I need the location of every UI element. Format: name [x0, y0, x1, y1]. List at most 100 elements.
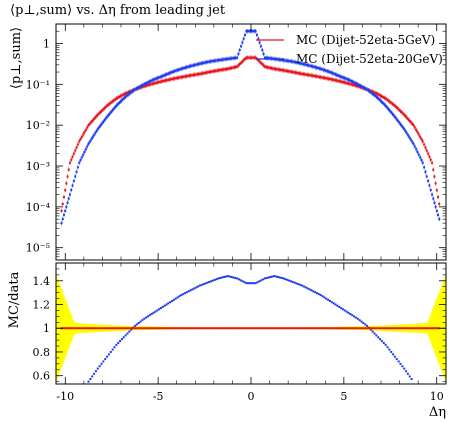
data-point: [174, 297, 177, 300]
data-point: [87, 327, 90, 330]
data-point: [431, 327, 434, 330]
data-point: [200, 327, 203, 330]
data-point: [319, 294, 322, 297]
data-point: [349, 313, 352, 316]
data-point: [228, 275, 231, 278]
data-point: [115, 327, 118, 330]
data-point: [345, 327, 348, 330]
data-point: [354, 316, 357, 319]
data-point: [332, 327, 335, 330]
data-point: [377, 327, 380, 330]
data-point: [395, 358, 398, 361]
data-point: [304, 286, 307, 289]
data-point: [288, 327, 291, 330]
data-point: [243, 281, 246, 284]
data-point: [386, 346, 389, 349]
data-point: [107, 327, 110, 330]
data-point: [204, 282, 207, 285]
data-point: [224, 327, 227, 330]
ratio-series-red: [60, 327, 440, 330]
data-point: [239, 279, 242, 282]
data-point: [130, 327, 133, 330]
data-point: [406, 372, 409, 375]
data-point: [135, 327, 138, 330]
data-point: [182, 327, 185, 330]
data-point: [275, 327, 278, 330]
ratio-plot-area: [56, 273, 446, 383]
x-axis: -10 -5 0 5 10: [56, 263, 444, 403]
data-point: [78, 327, 81, 330]
data-point: [343, 327, 346, 330]
data-point: [72, 327, 75, 330]
data-point: [158, 308, 161, 311]
data-point: [250, 282, 253, 285]
data-point: [254, 282, 257, 285]
data-point: [299, 327, 302, 330]
data-point: [306, 327, 309, 330]
y-tick-label: 10⁻³: [26, 160, 50, 173]
data-point: [315, 292, 318, 295]
data-point: [375, 334, 378, 337]
data-point: [187, 327, 190, 330]
data-point: [273, 327, 276, 330]
data-point: [230, 327, 233, 330]
data-point: [369, 327, 372, 330]
data-point: [369, 328, 372, 331]
data-point: [163, 327, 166, 330]
data-point: [193, 327, 196, 330]
data-point: [241, 280, 244, 283]
data-point: [247, 327, 250, 330]
data-point: [260, 279, 263, 282]
data-point: [354, 327, 357, 330]
x-tick-label: 0: [248, 390, 255, 403]
data-point: [98, 327, 101, 330]
data-point: [150, 313, 153, 316]
data-point: [210, 327, 213, 330]
data-point: [234, 276, 237, 279]
data-point: [154, 327, 157, 330]
data-point: [217, 277, 220, 280]
data-point: [286, 278, 289, 281]
ratio-y-axis: 0.6 0.8 1 1.2 1.4: [33, 268, 446, 383]
data-point: [345, 310, 348, 313]
data-point: [91, 375, 94, 378]
data-point: [98, 365, 101, 368]
data-point: [291, 280, 294, 283]
data-point: [379, 338, 382, 341]
data-point: [295, 282, 298, 285]
data-point: [211, 279, 214, 282]
data-point: [254, 327, 257, 330]
data-point: [384, 343, 387, 346]
data-point: [336, 304, 339, 307]
data-point: [100, 327, 103, 330]
data-point: [204, 327, 207, 330]
data-point: [297, 283, 300, 286]
data-point: [232, 327, 235, 330]
data-point: [347, 311, 350, 314]
data-point: [308, 327, 311, 330]
data-point: [364, 327, 367, 330]
data-point: [403, 367, 406, 370]
data-point: [76, 327, 79, 330]
data-point: [280, 327, 283, 330]
data-point: [312, 327, 315, 330]
data-point: [289, 280, 292, 283]
data-point: [397, 360, 400, 363]
data-point: [158, 327, 161, 330]
data-point: [321, 327, 324, 330]
data-point: [74, 327, 77, 330]
data-point: [256, 281, 259, 284]
data-point: [418, 327, 421, 330]
data-point: [360, 320, 363, 323]
data-point: [325, 327, 328, 330]
data-point: [388, 348, 391, 351]
chart-title: ⟨p⊥,sum⟩ vs. Δη from leading jet: [10, 3, 226, 18]
data-point: [100, 362, 103, 365]
data-point: [226, 327, 229, 330]
data-point: [145, 316, 148, 319]
data-point: [353, 315, 356, 318]
data-point: [347, 327, 350, 330]
data-point: [288, 279, 291, 282]
main-y-axis: 10⁻⁵ 10⁻⁴ 10⁻³ 10⁻² 10⁻¹ 1: [26, 23, 446, 261]
data-point: [215, 327, 218, 330]
